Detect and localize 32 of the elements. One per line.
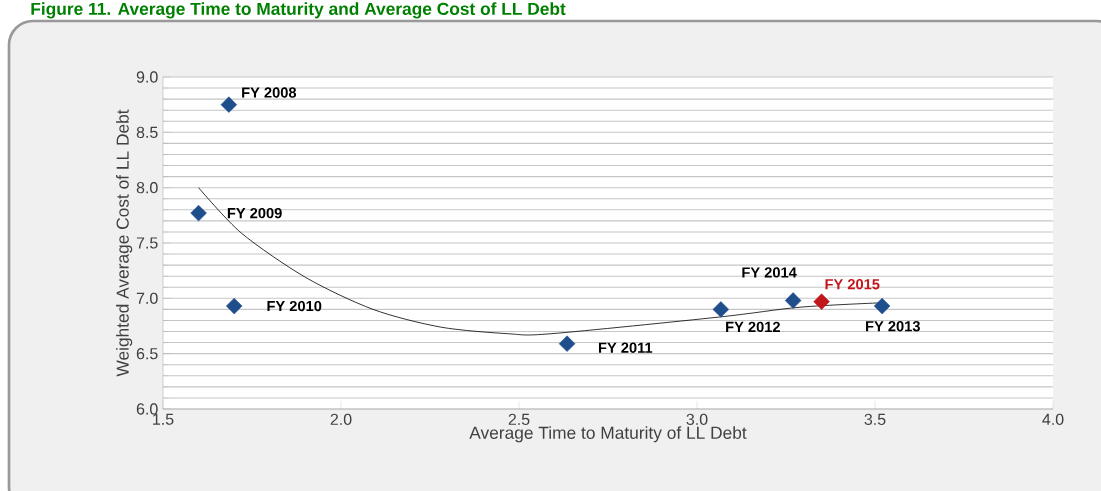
x-tick-label: 4.0 — [1042, 413, 1064, 426]
annotation: FY 2011 — [598, 342, 653, 353]
point — [813, 293, 830, 310]
point — [558, 335, 576, 352]
x-tick-label: 3.0 — [686, 413, 708, 426]
y-axis-title: Weighted Average Cost of LL Debt — [116, 109, 133, 377]
y-tick-label: 9.0 — [136, 71, 158, 83]
point — [873, 297, 891, 315]
point — [784, 292, 802, 309]
point — [226, 297, 243, 315]
y-tick-label: 7.0 — [136, 292, 158, 304]
point — [190, 204, 207, 222]
point — [220, 96, 238, 113]
point — [712, 301, 730, 318]
x-tick-label: 2.5 — [508, 413, 530, 426]
y-tick-label: 6.5 — [136, 348, 158, 360]
x-axis-title: Average Time to Maturity of LL Debt — [469, 426, 747, 443]
x-tick-label: 2.0 — [330, 413, 352, 426]
y-tick-label: 6.0 — [136, 403, 158, 415]
series-label: FY 2015 — [825, 279, 880, 290]
y-tick-label: 7.5 — [136, 237, 158, 249]
annotation: FY 2008 — [242, 87, 297, 98]
annotation: FY 2013 — [866, 321, 920, 332]
y-tick-label: 8.0 — [136, 182, 158, 194]
x-tick-label: 1.5 — [153, 413, 174, 425]
x-tick-label: 3.5 — [864, 413, 886, 426]
annotation: FY 2009 — [227, 207, 282, 219]
chart-title: Figure 11. Average Time to Maturity and Average Cost of LL Debt — [31, 2, 566, 19]
annotation: FY 2014 — [742, 267, 797, 278]
annotation: FY 2012 — [726, 321, 780, 333]
y-tick-label: 8.5 — [136, 126, 158, 138]
annotation: FY 2010 — [267, 300, 322, 312]
